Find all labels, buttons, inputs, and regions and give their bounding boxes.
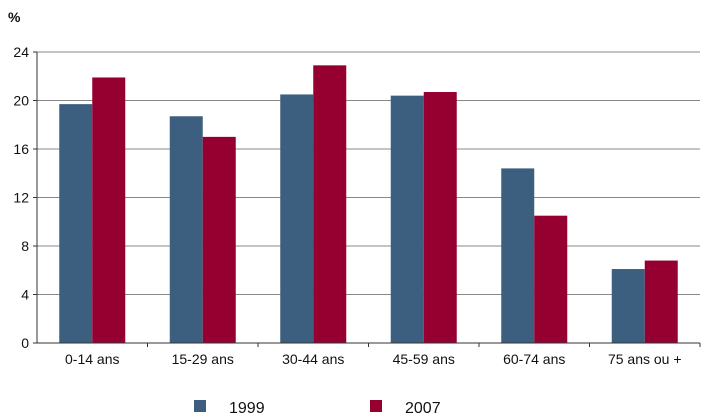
x-axis-category-labels: 0-14 ans 15-29 ans 30-44 ans 45-59 ans 60-74…	[65, 351, 682, 367]
x-category-label: 45-59 ans	[393, 351, 455, 367]
bar-1999-0	[59, 104, 93, 343]
legend-swatch-1999	[194, 400, 206, 412]
legend-label-2007: 2007	[405, 400, 441, 417]
bar-2007-1	[202, 136, 236, 343]
x-category-label: 0-14 ans	[65, 351, 119, 367]
bar-2007-4	[534, 215, 568, 343]
bar-2007-3	[423, 92, 457, 343]
x-category-label: 75 ans ou +	[608, 351, 682, 367]
x-category-label: 15-29 ans	[172, 351, 234, 367]
y-tick-label: 4	[21, 287, 29, 303]
legend-swatch-2007	[370, 400, 382, 412]
y-tick-label: 0	[21, 335, 29, 351]
bar-1999-1	[169, 116, 203, 343]
y-tick-label: 20	[13, 93, 29, 109]
x-category-label: 30-44 ans	[282, 351, 344, 367]
bar-1999-5	[611, 269, 645, 343]
gridlines	[37, 51, 700, 295]
y-tick-label: 16	[13, 141, 29, 157]
bars	[59, 65, 678, 344]
y-axis-unit-label: %	[8, 9, 21, 25]
bar-2007-2	[313, 65, 347, 344]
y-tick-label: 12	[13, 190, 29, 206]
bar-1999-3	[390, 95, 424, 344]
axes	[33, 52, 701, 347]
legend-label-1999: 1999	[229, 400, 265, 417]
y-axis-ticks: 0 4 8 12 16 20 24	[13, 44, 37, 351]
x-category-label: 60-74 ans	[503, 351, 565, 367]
bar-1999-4	[501, 168, 535, 343]
bar-2007-5	[644, 260, 678, 343]
y-tick-label: 24	[13, 44, 29, 60]
bar-1999-2	[280, 94, 314, 343]
y-tick-label: 8	[21, 238, 29, 254]
bar-2007-0	[92, 77, 126, 344]
legend: 1999 2007	[194, 400, 441, 417]
